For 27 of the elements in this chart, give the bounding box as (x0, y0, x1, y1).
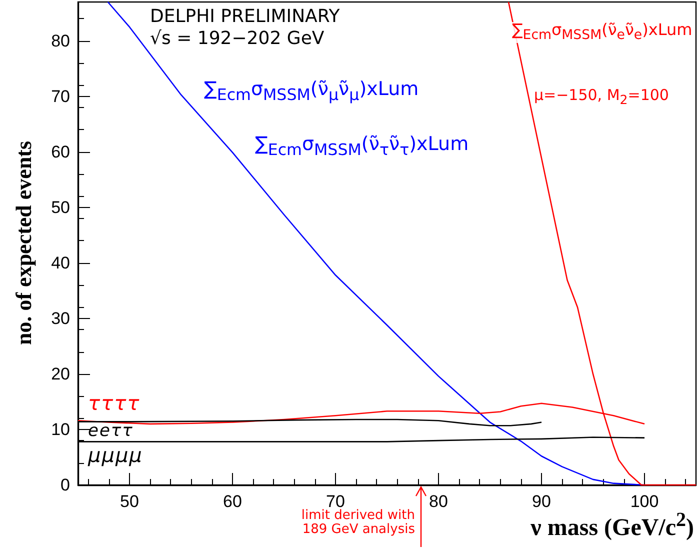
annotation: DELPHI PRELIMINARY (150, 6, 340, 27)
y-tick-label: 0 (60, 476, 70, 494)
y-tick-label: 70 (51, 86, 70, 106)
x-tick-label: 50 (120, 492, 139, 511)
y-tick-label: 50 (51, 198, 70, 217)
text: limit derived with 189 GeV analysis (300, 508, 415, 537)
x-tick-label: 60 (223, 492, 242, 511)
series-label: ττττ (88, 390, 140, 415)
series-label: eeττ (88, 420, 134, 441)
series-label: μμμμ (88, 442, 143, 467)
x-tick-label: 90 (532, 492, 551, 511)
y-tick-label: 40 (51, 253, 70, 272)
y-tick-label: 60 (51, 142, 70, 162)
annotation: μ=−150, M$_{2}$=100 (534, 86, 669, 107)
text: ∑$_{Ecm}$σ$_{MSSM}$(ν̃$_{μ}$ν̃$_{μ}$)xLum (204, 78, 419, 104)
text: ∑$_{Ecm}$σ$_{MSSM}$(ν̃$_{τ}$ν̃$_{τ}$)xLum (255, 133, 469, 159)
y-tick-label: 20 (51, 364, 70, 384)
y-tick-label: 80 (51, 31, 70, 50)
annotation: √s = 192−202 GeV (150, 28, 324, 49)
x-axis-title: ν mass (GeV/c$^{2}$) (530, 509, 694, 542)
text: ∑$_{Ecm}$σ$_{MSSM}$(ν̃$_{e}$ν̃$_{e}$)xLum (512, 20, 692, 44)
y-tick-label: 30 (51, 308, 70, 328)
x-tick-label: 80 (429, 492, 448, 511)
y-tick-label: 10 (51, 420, 70, 439)
x-tick-label: 70 (326, 492, 345, 511)
x-tick-label: 100 (630, 492, 659, 511)
y-axis-title: no. of expected events (11, 140, 36, 345)
